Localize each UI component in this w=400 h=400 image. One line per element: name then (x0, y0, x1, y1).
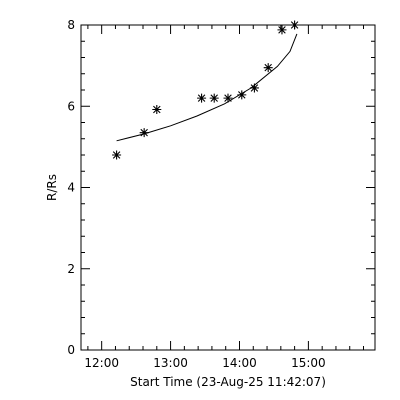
asterisk-marker (237, 90, 247, 100)
y-axis-ticks (81, 24, 375, 351)
fit-curve (116, 33, 298, 142)
data-point (223, 93, 233, 103)
data-point (152, 105, 162, 114)
x-tick-label: 15:00 (291, 356, 326, 370)
asterisk-marker (263, 63, 273, 73)
data-point (277, 25, 287, 35)
asterisk-marker (139, 128, 149, 138)
plot-frame (80, 24, 376, 351)
y-tick-label: 0 (67, 343, 75, 357)
y-tick-labels: 0 2 4 6 8 (67, 18, 75, 357)
asterisk-marker (277, 25, 287, 35)
x-tick-label: 14:00 (222, 356, 257, 370)
data-point (139, 128, 149, 138)
y-tick-label: 6 (67, 99, 75, 113)
x-tick-label: 12:00 (84, 356, 119, 370)
y-axis-label: R/Rs (45, 174, 59, 201)
data-point (249, 83, 259, 93)
y-tick-label: 4 (67, 181, 75, 195)
asterisk-marker (197, 93, 207, 103)
asterisk-marker (290, 20, 300, 30)
x-axis-label: Start Time (23-Aug-25 11:42:07) (130, 375, 326, 389)
asterisk-marker (209, 93, 219, 103)
asterisk-marker (223, 93, 233, 103)
data-points (112, 20, 300, 160)
asterisk-marker (152, 105, 162, 114)
data-point (112, 150, 122, 160)
y-tick-label: 8 (67, 18, 75, 32)
data-point (290, 20, 300, 30)
y-tick-label: 2 (67, 262, 75, 276)
x-tick-label: 13:00 (153, 356, 188, 370)
asterisk-marker (112, 150, 122, 160)
x-tick-labels: 12:00 13:00 14:00 15:00 (84, 356, 325, 370)
x-axis-ticks (87, 25, 365, 350)
data-point (263, 63, 273, 73)
asterisk-marker (249, 83, 259, 93)
data-point (209, 93, 219, 103)
data-point (237, 90, 247, 100)
data-point (197, 93, 207, 103)
